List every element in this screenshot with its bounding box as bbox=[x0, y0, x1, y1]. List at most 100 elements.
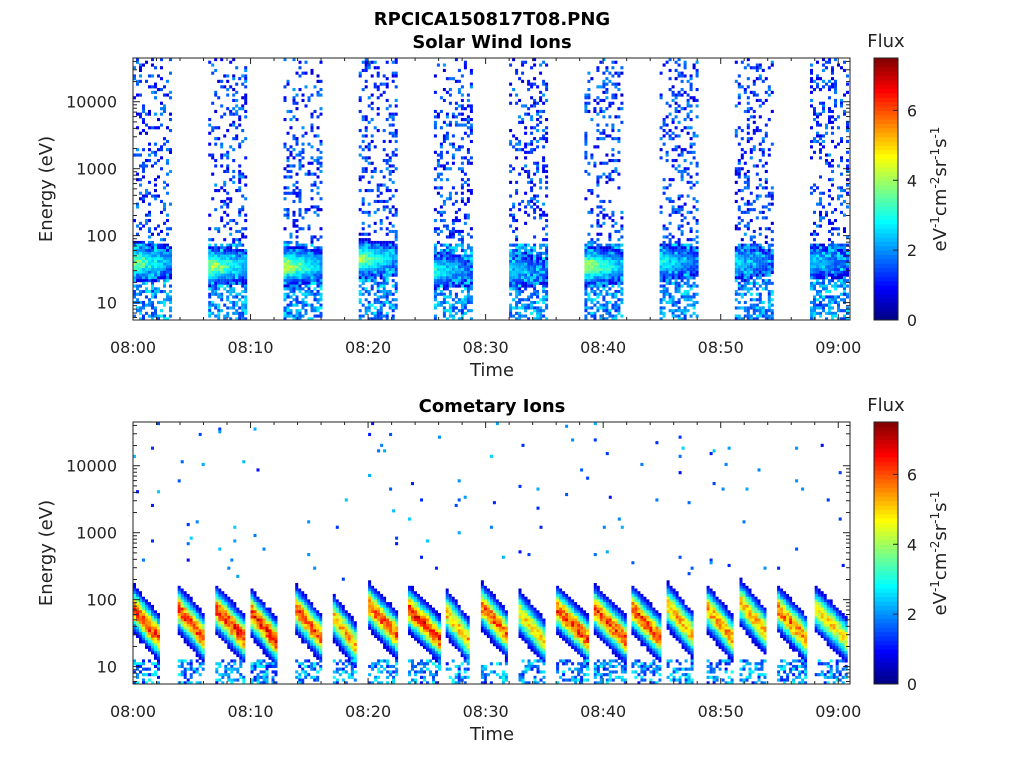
solar-wind-ions-spectrogram-cell bbox=[755, 303, 759, 307]
solar-wind-ions-spectrogram-cell bbox=[545, 295, 549, 299]
solar-wind-ions-spectrogram-cell bbox=[469, 129, 473, 133]
solar-wind-ions-spectrogram-cell bbox=[509, 284, 513, 288]
solar-wind-ions-spectrogram-cell bbox=[283, 186, 287, 190]
solar-wind-ions-spectrogram-cell bbox=[151, 251, 154, 255]
solar-wind-ions-spectrogram-cell bbox=[539, 109, 543, 114]
solar-wind-ions-spectrogram-cell bbox=[740, 287, 744, 291]
solar-wind-ions-spectrogram-cell bbox=[665, 276, 669, 280]
solar-wind-ions-spectrogram-cell bbox=[358, 208, 362, 212]
solar-wind-ions-spectrogram-cell bbox=[217, 270, 221, 275]
solar-wind-ions-spectrogram-cell bbox=[530, 199, 534, 204]
solar-wind-ions-spectrogram-cell bbox=[671, 178, 675, 182]
solar-wind-ions-spectrogram-cell bbox=[843, 268, 846, 272]
solar-wind-ions-spectrogram-cell bbox=[283, 314, 287, 318]
solar-wind-ions-spectrogram-cell bbox=[755, 77, 759, 81]
solar-wind-ions-spectrogram-cell bbox=[373, 273, 377, 277]
solar-wind-ions-spectrogram-cell bbox=[737, 317, 741, 321]
solar-wind-ions-spectrogram-cell bbox=[151, 268, 154, 272]
solar-wind-ions-spectrogram-cell bbox=[169, 112, 172, 116]
solar-wind-ions-spectrogram-cell bbox=[316, 205, 320, 209]
solar-wind-ions-spectrogram-cell bbox=[584, 153, 588, 157]
solar-wind-ions-spectrogram-cell bbox=[512, 276, 516, 280]
solar-wind-ions-spectrogram-cell bbox=[822, 284, 825, 288]
solar-wind-ions-spectrogram-cell bbox=[659, 300, 663, 305]
solar-wind-ions-spectrogram-cell bbox=[810, 79, 813, 83]
solar-wind-ions-spectrogram-cell bbox=[217, 137, 221, 141]
solar-wind-ions-spectrogram-cell bbox=[527, 79, 531, 83]
solar-wind-ions-spectrogram-cell bbox=[142, 262, 145, 266]
solar-wind-ions-spectrogram-cell bbox=[385, 262, 389, 266]
solar-wind-ions-spectrogram-cell bbox=[668, 88, 672, 92]
solar-wind-ions-spectrogram-cell bbox=[752, 251, 756, 255]
solar-wind-ions-spectrogram-cell bbox=[831, 268, 834, 272]
solar-wind-ions-spectrogram-cell bbox=[394, 139, 398, 144]
solar-wind-ions-spectrogram-cell bbox=[220, 216, 224, 220]
solar-wind-ions-spectrogram-cell bbox=[436, 251, 440, 255]
solar-wind-ions-spectrogram-cell bbox=[834, 268, 837, 272]
solar-wind-ions-spectrogram-cell bbox=[154, 273, 157, 277]
solar-wind-ions-spectrogram-cell bbox=[235, 295, 239, 299]
solar-wind-ions-spectrogram-cell bbox=[813, 79, 816, 83]
solar-wind-ions-spectrogram-cell bbox=[463, 254, 467, 258]
solar-wind-ions-spectrogram-cell bbox=[436, 227, 440, 231]
solar-wind-ions-spectrogram-cell bbox=[770, 265, 774, 269]
solar-wind-ions-spectrogram-cell bbox=[370, 265, 374, 269]
solar-wind-ions-spectrogram-cell bbox=[617, 243, 621, 247]
solar-wind-ions-spectrogram-cell bbox=[151, 249, 154, 253]
solar-wind-ions-spectrogram-cell bbox=[142, 257, 145, 261]
solar-wind-ions-spectrogram-cell bbox=[819, 311, 822, 315]
solar-wind-ions-spectrogram-cell bbox=[139, 79, 142, 83]
solar-wind-ions-spectrogram-cell bbox=[683, 298, 687, 302]
solar-wind-ions-spectrogram-cell bbox=[220, 156, 224, 160]
solar-wind-ions-spectrogram-cell bbox=[463, 281, 467, 285]
solar-wind-ions-spectrogram-cell bbox=[145, 311, 148, 315]
solar-wind-ions-spectrogram-cell bbox=[596, 246, 600, 250]
solar-wind-ions-spectrogram-cell bbox=[157, 224, 160, 228]
solar-wind-ions-spectrogram-cell bbox=[515, 290, 519, 294]
solar-wind-ions-spectrogram-cell bbox=[244, 219, 248, 223]
solar-wind-ions-spectrogram-cell bbox=[466, 300, 470, 305]
solar-wind-ions-spectrogram-cell bbox=[590, 260, 594, 264]
solar-wind-ions-spectrogram-cell bbox=[283, 191, 287, 195]
solar-wind-ions-spectrogram-cell bbox=[764, 216, 768, 220]
solar-wind-ions-spectrogram-cell bbox=[755, 243, 759, 247]
solar-wind-ions-spectrogram-cell bbox=[304, 71, 308, 75]
solar-wind-ions-spectrogram-cell bbox=[695, 172, 699, 176]
solar-wind-ions-spectrogram-cell bbox=[530, 115, 534, 119]
solar-wind-ions-spectrogram-cell bbox=[584, 309, 588, 313]
solar-wind-ions-spectrogram-cell bbox=[674, 281, 678, 285]
solar-wind-ions-spectrogram-cell bbox=[454, 265, 458, 269]
solar-wind-ions-spectrogram-cell bbox=[145, 279, 148, 283]
solar-wind-ions-spectrogram-cell bbox=[605, 284, 609, 288]
solar-wind-ions-spectrogram-cell bbox=[292, 88, 296, 92]
solar-wind-ions-spectrogram-cell bbox=[752, 90, 756, 94]
solar-wind-ions-spectrogram-cell bbox=[463, 276, 467, 280]
solar-wind-ions-spectrogram-cell bbox=[160, 265, 163, 269]
solar-wind-ions-spectrogram-cell bbox=[391, 194, 395, 198]
solar-wind-ions-spectrogram-cell bbox=[671, 235, 675, 239]
solar-wind-ions-spectrogram-cell bbox=[746, 243, 750, 247]
solar-wind-ions-spectrogram-cell bbox=[214, 281, 218, 285]
solar-wind-ions-spectrogram-cell bbox=[674, 257, 678, 261]
solar-wind-ions-spectrogram-cell bbox=[767, 292, 771, 296]
solar-wind-ions-spectrogram-cell bbox=[136, 262, 139, 266]
solar-wind-ions-spectrogram-cell bbox=[767, 202, 771, 206]
solar-wind-ions-spectrogram-cell bbox=[734, 104, 738, 108]
solar-wind-ions-spectrogram-cell bbox=[825, 317, 828, 321]
solar-wind-ions-spectrogram-cell bbox=[686, 243, 690, 247]
solar-wind-ions-spectrogram-cell bbox=[840, 172, 843, 176]
solar-wind-ions-spectrogram-cell bbox=[241, 306, 245, 310]
solar-wind-ions-spectrogram-cell bbox=[142, 107, 145, 111]
solar-wind-ions-spectrogram-cell bbox=[286, 251, 290, 255]
solar-wind-ions-spectrogram-cell bbox=[442, 251, 446, 255]
solar-wind-ions-spectrogram-cell bbox=[755, 249, 759, 253]
solar-wind-ions-spectrogram-cell bbox=[148, 257, 151, 261]
solar-wind-ions-spectrogram-cell bbox=[755, 251, 759, 255]
solar-wind-ions-spectrogram-cell bbox=[220, 262, 224, 266]
solar-wind-ions-spectrogram-cell bbox=[840, 270, 843, 275]
solar-wind-ions-spectrogram-cell bbox=[749, 306, 753, 310]
solar-wind-ions-spectrogram-cell bbox=[214, 183, 218, 187]
solar-wind-ions-spectrogram-cell bbox=[298, 191, 302, 195]
solar-wind-ions-spectrogram-cell bbox=[743, 306, 747, 310]
solar-wind-ions-spectrogram-cell bbox=[524, 257, 528, 261]
